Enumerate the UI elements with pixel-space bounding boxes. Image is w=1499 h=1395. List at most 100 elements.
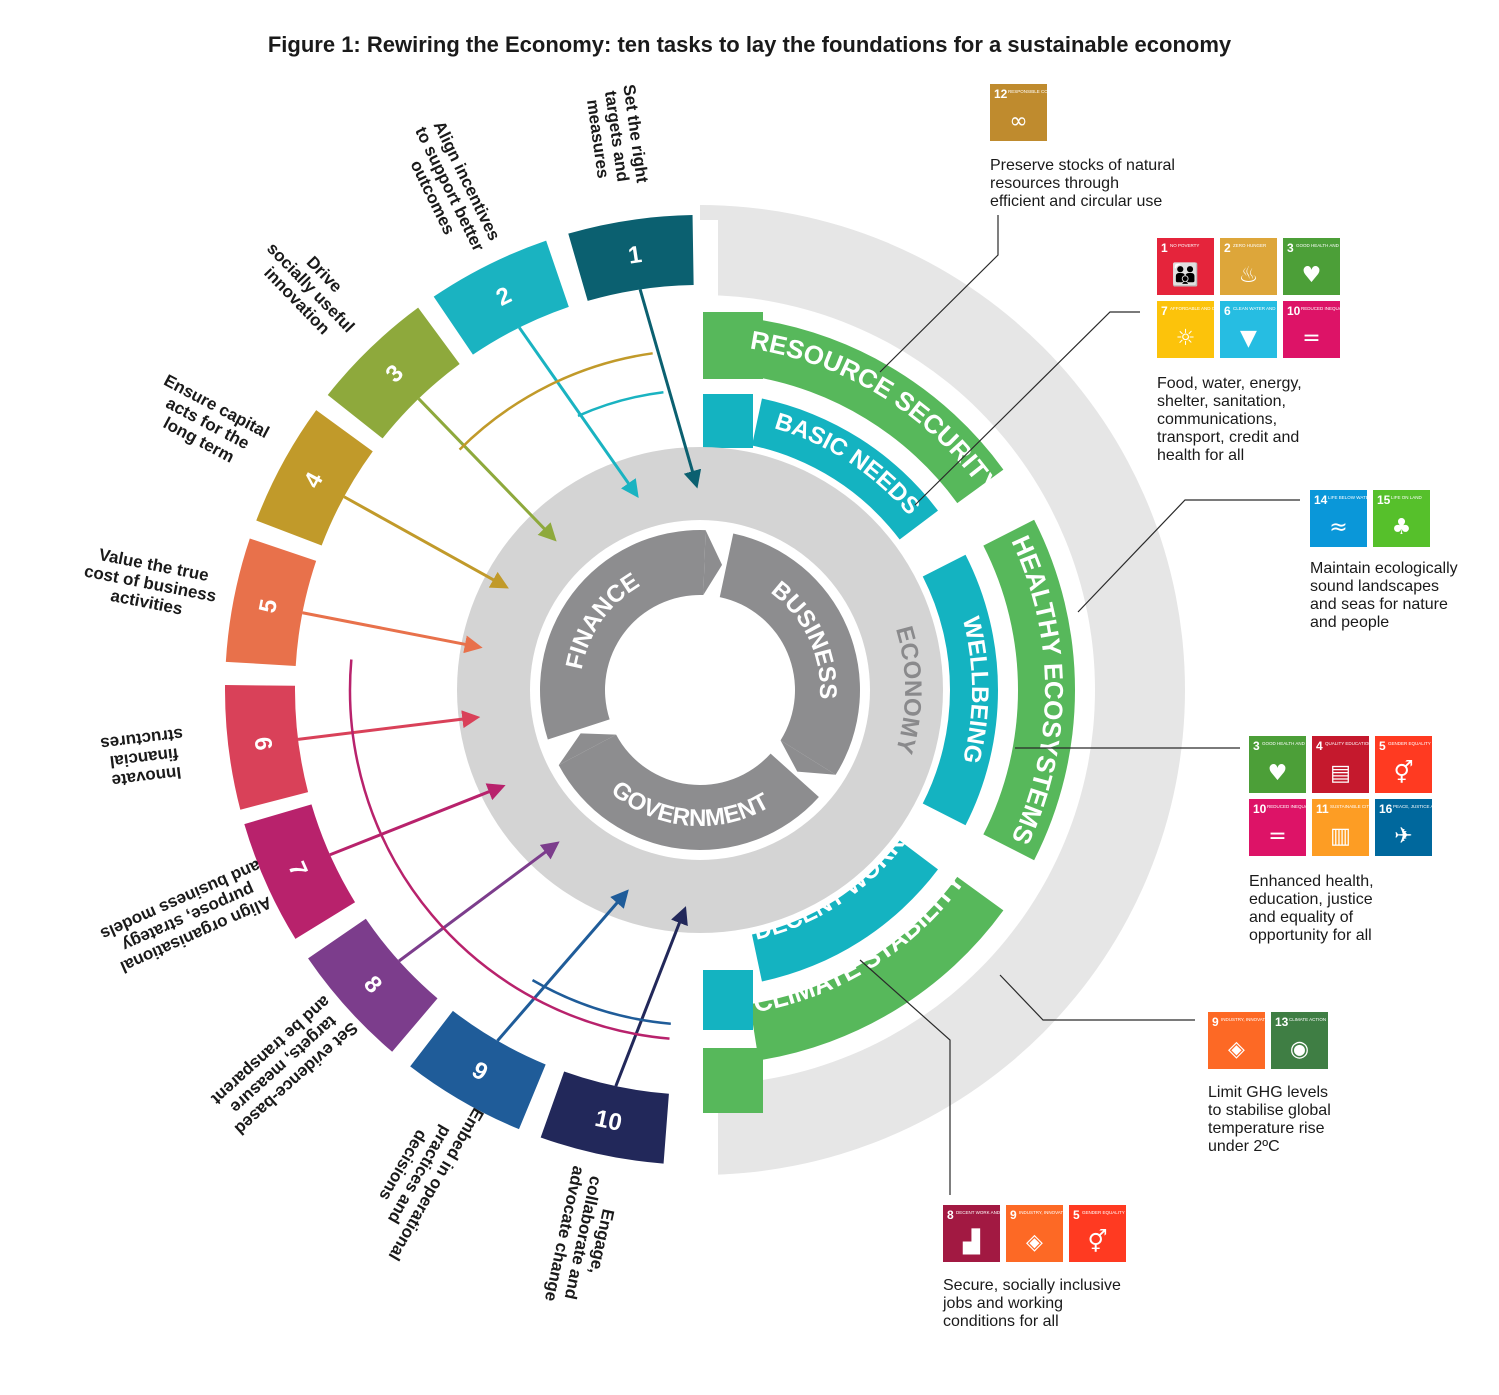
leader-lines-layer — [859, 215, 1300, 1195]
svg-text:6: 6 — [1224, 304, 1231, 318]
svg-text:DECENT WORK AND ECONOMIC GROWT: DECENT WORK AND ECONOMIC GROWTH — [956, 1210, 1048, 1215]
svg-text:♥: ♥ — [1302, 263, 1322, 288]
sdg-callout-text: Preserve stocks of natural — [990, 157, 1175, 174]
sdg-callout-basic: 1 NO POVERTY 👪 2 ZERO HUNGER ♨ 3 GOOD HEALTH AN… — [1157, 238, 1368, 464]
svg-text:15: 15 — [1377, 493, 1391, 507]
connector-arc — [458, 352, 653, 451]
sdg-callout-text: Limit GHG levels — [1208, 1084, 1328, 1101]
inner-band-segment — [751, 840, 938, 982]
government-segment — [558, 734, 819, 850]
sdg-callouts-layer: 12 RESPONSIBLE CONSUMPTION AND PRODUCTION… — [942, 84, 1493, 1330]
task-arrow-8 — [398, 841, 560, 963]
sdg-callout-ecosystems: 14 LIFE BELOW WATER ≈15 LIFE ON LAND ♣ Mainta… — [1310, 490, 1458, 631]
svg-text:5: 5 — [1073, 1208, 1080, 1222]
svg-text:9: 9 — [1010, 1208, 1017, 1222]
svg-text:◈: ◈ — [1026, 1230, 1043, 1255]
outer-band-segment — [749, 876, 1004, 1061]
svg-text:GENDER EQUALITY: GENDER EQUALITY — [1082, 1210, 1125, 1215]
task-segment-5 — [225, 538, 317, 666]
svg-text:LIFE BELOW WATER: LIFE BELOW WATER — [1328, 495, 1373, 500]
svg-text:10: 10 — [1253, 802, 1267, 816]
sdg-8-icon: 8 DECENT WORK AND ECONOMIC GROWTH ▟ — [943, 1205, 1048, 1262]
svg-text:∞: ∞ — [1009, 109, 1027, 134]
svg-text:♥: ♥ — [1268, 761, 1288, 786]
task-segment-4 — [256, 410, 373, 546]
svg-text:GOOD HEALTH AND WELL-BEING: GOOD HEALTH AND WELL-BEING — [1262, 741, 1334, 746]
svg-text:10: 10 — [1287, 304, 1301, 318]
inner-band-segment — [922, 554, 998, 826]
svg-text:GOOD HEALTH AND WELL-BEING: GOOD HEALTH AND WELL-BEING — [1296, 243, 1368, 248]
svg-text:1: 1 — [1161, 241, 1168, 255]
svg-text:5: 5 — [1379, 739, 1386, 753]
business-segment — [719, 533, 861, 775]
task-arrow-6 — [297, 710, 481, 741]
svg-text:16: 16 — [1379, 802, 1393, 816]
sdg-3-icon: 3 GOOD HEALTH AND WELL-BEING ♥ — [1283, 238, 1368, 295]
sdg-callout-text: education, justice — [1249, 891, 1373, 908]
sdg-10-icon: 10 REDUCED INEQUALITIES = — [1249, 799, 1322, 856]
svg-text:✈: ✈ — [1394, 824, 1412, 849]
task-number-1: 1 — [626, 241, 643, 270]
connector-arc — [531, 979, 671, 1025]
sdg-callout-text: and seas for nature — [1310, 596, 1448, 613]
sdg-callout-wellbeing: 3 GOOD HEALTH AND WELL-BEING ♥ 4 QUALITY EDU… — [1249, 736, 1493, 944]
task-segment-6 — [225, 685, 309, 810]
sdg-callout-text: opportunity for all — [1249, 927, 1372, 944]
svg-text:9: 9 — [1212, 1015, 1219, 1029]
outer-band-segment — [749, 319, 1004, 504]
sdg-callout-text: conditions for all — [943, 1313, 1059, 1330]
task-arrow-4 — [343, 495, 509, 589]
sdg-callout-decent: 8 DECENT WORK AND ECONOMIC GROWTH▟9 INDUST… — [942, 1205, 1126, 1330]
outer-grey-ring — [700, 205, 1185, 1175]
sdg-4-icon: 4 QUALITY EDUCATION ▤ — [1312, 736, 1372, 793]
task-segment-8 — [308, 918, 438, 1052]
svg-text:7: 7 — [1161, 304, 1168, 318]
task-number-5: 5 — [254, 597, 283, 615]
svg-text:NO POVERTY: NO POVERTY — [1170, 243, 1199, 248]
svg-text:REDUCED INEQUALITIES: REDUCED INEQUALITIES — [1301, 306, 1356, 311]
svg-text:CLEAN WATER AND SANITATION: CLEAN WATER AND SANITATION — [1233, 306, 1303, 311]
task-arrow-7 — [329, 783, 506, 857]
arrows-layer — [297, 289, 702, 1087]
svg-text:☼: ☼ — [1176, 326, 1196, 351]
svg-text:13: 13 — [1275, 1015, 1289, 1029]
leader-line — [879, 215, 999, 373]
sdg-16-icon: 16 PEACE, JUSTICE AND STRONG INSTITUTIONS… — [1375, 799, 1493, 856]
svg-text:⚥: ⚥ — [1088, 1228, 1108, 1255]
svg-text:LIFE ON LAND: LIFE ON LAND — [1391, 495, 1423, 500]
connector-arc — [577, 390, 664, 418]
task-number-10: 10 — [593, 1105, 625, 1137]
task-segment-3 — [327, 307, 460, 439]
svg-text:♣: ♣ — [1392, 515, 1412, 540]
svg-text:▼: ▼ — [1240, 326, 1257, 351]
sdg-12-icon: 12 RESPONSIBLE CONSUMPTION AND PRODUCTION… — [990, 84, 1117, 141]
sdg-callout-text: efficient and circular use — [990, 193, 1162, 210]
svg-text:AFFORDABLE AND CLEAN ENERGY: AFFORDABLE AND CLEAN ENERGY — [1170, 306, 1247, 311]
task-segment-7 — [244, 804, 356, 939]
sdg-callout-text: temperature rise — [1208, 1120, 1325, 1137]
sdg-13-icon: 13 CLIMATE ACTION ◉ — [1271, 1012, 1328, 1069]
sdg-callout-text: to stabilise global — [1208, 1102, 1331, 1119]
svg-text:👪: 👪 — [1172, 262, 1199, 288]
sdg-callout-text: communications, — [1157, 411, 1277, 428]
sdg-6-icon: 6 CLEAN WATER AND SANITATION ▼ — [1220, 301, 1303, 358]
sdg-15-icon: 15 LIFE ON LAND ♣ — [1373, 490, 1430, 547]
leader-line — [914, 311, 1140, 506]
svg-text:14: 14 — [1314, 493, 1328, 507]
task-segment-1 — [568, 215, 694, 301]
svg-text:3: 3 — [1253, 739, 1260, 753]
svg-text:ZERO HUNGER: ZERO HUNGER — [1233, 243, 1267, 248]
svg-text:◉: ◉ — [1290, 1037, 1309, 1062]
sdg-1-icon: 1 NO POVERTY 👪 — [1157, 238, 1214, 295]
sdg-callout-text: Secure, socially inclusive — [943, 1277, 1121, 1294]
svg-text:12: 12 — [994, 87, 1008, 101]
task-arrow-1 — [638, 289, 702, 489]
sdg-2-icon: 2 ZERO HUNGER ♨ — [1220, 238, 1277, 295]
outer-band-top-extension — [703, 312, 763, 379]
